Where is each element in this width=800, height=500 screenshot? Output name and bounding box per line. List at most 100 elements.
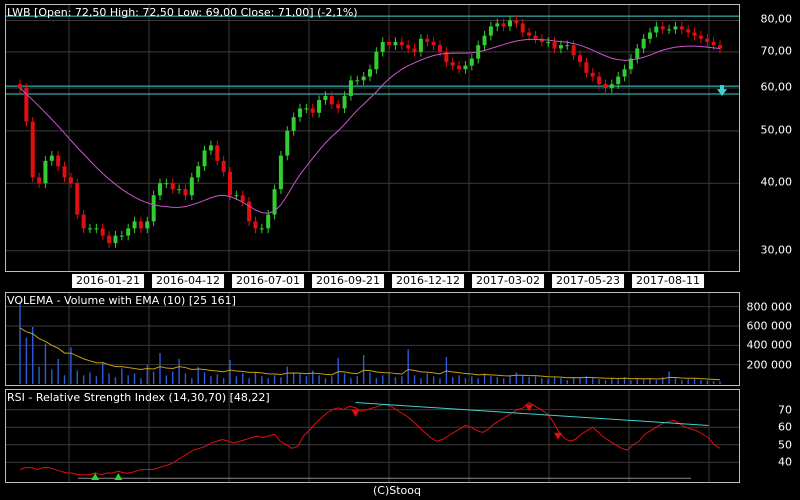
price-candle (158, 183, 162, 196)
price-candle (94, 228, 99, 230)
price-candle (247, 201, 252, 222)
price-candle (501, 23, 506, 27)
price-candle (189, 177, 194, 196)
price-candle (597, 76, 602, 85)
price-candle (705, 38, 710, 42)
price-candle (310, 108, 315, 113)
p-rsi-svg (6, 390, 739, 482)
rsi-panel-title: RSI - Relative Strength Index (14,30,70)… (7, 391, 270, 404)
price-candle (107, 235, 112, 244)
price-candle (609, 84, 614, 89)
price-candle (399, 41, 404, 46)
price-candle (234, 195, 239, 197)
price-candle (126, 228, 131, 236)
price-candle (679, 26, 684, 30)
price-candle (272, 189, 277, 215)
price-candle (170, 183, 175, 190)
rsi-tick-label: 50 (778, 438, 792, 452)
price-candle (37, 177, 42, 184)
price-tick-label: 50,00 (760, 123, 793, 137)
price-candle (412, 48, 417, 52)
price-candle (119, 235, 124, 237)
price-candle (520, 23, 525, 33)
date-tick-label: 2016-04-12 (152, 274, 224, 288)
price-candle (329, 95, 334, 105)
price-tick-label: 30,00 (760, 243, 793, 257)
price-candle (488, 26, 493, 36)
price-candle (711, 41, 716, 46)
rsi-panel: RSI - Relative Strength Index (14,30,70)… (5, 389, 740, 483)
rsi-sell-marker-icon (525, 404, 534, 412)
date-tick-label: 2017-03-02 (472, 274, 544, 288)
price-candle (43, 160, 48, 184)
price-candle (527, 32, 532, 36)
price-candle (291, 117, 296, 131)
price-candle (342, 95, 347, 109)
price-tick-label: 40,00 (760, 175, 793, 189)
price-tick-label: 60,00 (760, 80, 793, 94)
price-candle (24, 88, 29, 122)
price-candle (660, 26, 665, 30)
price-candle (151, 195, 156, 222)
price-candle (628, 58, 633, 70)
volume-tick-label: 200 000 (746, 358, 793, 372)
price-candle (641, 38, 646, 49)
price-candle (578, 55, 582, 63)
price-candle (673, 26, 678, 30)
rsi-trendline (355, 402, 709, 426)
price-candle (667, 29, 672, 31)
price-tick-label: 80,00 (760, 12, 793, 26)
price-candle (431, 41, 436, 46)
price-candle (635, 48, 640, 59)
price-candle (88, 228, 92, 230)
arrow-down-icon-stem (720, 85, 724, 91)
price-candle (387, 41, 392, 46)
volume-axis: 200 000 400 000 600 000 800 000 (740, 292, 800, 386)
rsi-line (19, 401, 721, 476)
volume-panel: VOLEMA - Volume with EMA (10) [25 161] (5, 292, 740, 386)
price-candle (145, 221, 150, 229)
price-candle (368, 69, 372, 77)
date-tick-label: 2017-08-11 (632, 274, 704, 288)
price-candle (584, 62, 589, 73)
price-candle (215, 145, 220, 161)
price-candle (380, 41, 385, 52)
price-candle (616, 76, 621, 85)
price-candle (317, 100, 322, 113)
date-tick-label: 2016-07-01 (232, 274, 304, 288)
price-axis: 30,00 40,00 50,00 60,00 70,00 80,00 (740, 0, 800, 272)
price-candle (278, 155, 283, 190)
price-candle (196, 166, 201, 178)
price-candle (692, 32, 697, 36)
arrow-down-icon (717, 89, 727, 97)
date-tick-label: 2016-12-12 (392, 274, 464, 288)
price-candle (266, 214, 271, 229)
price-candle (444, 51, 449, 63)
date-tick-label: 2016-09-21 (312, 274, 384, 288)
rsi-axis: 40 50 60 70 (740, 389, 800, 483)
price-candle (298, 108, 302, 118)
price-candle (565, 45, 570, 47)
price-candle (698, 35, 703, 39)
date-axis: 2016-01-21 2016-04-12 2016-07-01 2016-09-21… (5, 273, 740, 289)
price-candle (18, 84, 22, 89)
price-candle (240, 195, 245, 202)
price-candle (202, 150, 207, 167)
price-candle (469, 58, 474, 66)
price-candle (304, 108, 309, 110)
rsi-buy-marker-icon (91, 473, 100, 480)
rsi-sell-marker-icon (554, 432, 563, 440)
rsi-tick-label: 40 (778, 455, 792, 469)
volume-panel-title: VOLEMA - Volume with EMA (10) [25 161] (7, 294, 236, 307)
price-candle (552, 41, 557, 49)
price-candle (164, 183, 169, 185)
price-candle (514, 20, 519, 24)
price-panel-title: LWB [Open: 72,50 High: 72,50 Low: 69,00 … (7, 6, 358, 19)
price-candle (30, 121, 35, 178)
price-candle (177, 189, 182, 191)
date-tick-label: 2016-01-21 (72, 274, 144, 288)
price-candle (62, 166, 67, 178)
volume-tick-label: 600 000 (746, 319, 793, 333)
price-candle (75, 183, 80, 215)
price-candle (183, 189, 188, 196)
